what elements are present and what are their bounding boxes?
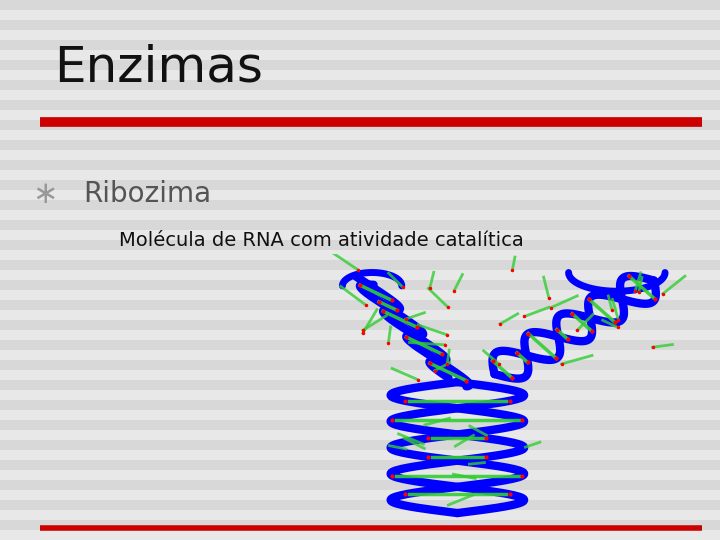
- Bar: [0, 240, 720, 250]
- Bar: [0, 520, 720, 530]
- Bar: [0, 50, 720, 60]
- Bar: [0, 170, 720, 180]
- Bar: [0, 370, 720, 380]
- Bar: [0, 210, 720, 220]
- Bar: [0, 220, 720, 230]
- Bar: [0, 400, 720, 410]
- Bar: [0, 510, 720, 520]
- Bar: [0, 150, 720, 160]
- Bar: [0, 320, 720, 330]
- Bar: [0, 120, 720, 130]
- Bar: [0, 160, 720, 170]
- Text: Ribozima: Ribozima: [83, 180, 211, 208]
- Bar: [0, 330, 720, 340]
- Bar: [0, 360, 720, 370]
- Bar: [0, 390, 720, 400]
- Bar: [0, 0, 720, 10]
- Bar: [0, 380, 720, 390]
- Bar: [0, 310, 720, 320]
- Bar: [0, 110, 720, 120]
- Bar: [0, 490, 720, 500]
- Bar: [0, 440, 720, 450]
- Text: ∗: ∗: [32, 180, 58, 209]
- Bar: [0, 280, 720, 290]
- Bar: [0, 80, 720, 90]
- Bar: [0, 40, 720, 50]
- Text: Molécula de RNA com atividade catalítica: Molécula de RNA com atividade catalítica: [119, 231, 523, 250]
- Bar: [0, 410, 720, 420]
- Bar: [0, 10, 720, 20]
- Bar: [0, 70, 720, 80]
- Bar: [0, 250, 720, 260]
- Bar: [0, 60, 720, 70]
- Bar: [0, 100, 720, 110]
- Bar: [0, 460, 720, 470]
- Bar: [0, 20, 720, 30]
- Bar: [0, 530, 720, 540]
- Bar: [0, 340, 720, 350]
- Bar: [0, 260, 720, 270]
- Bar: [0, 480, 720, 490]
- Bar: [0, 180, 720, 190]
- Bar: [0, 230, 720, 240]
- Bar: [0, 290, 720, 300]
- Bar: [0, 300, 720, 310]
- Bar: [0, 140, 720, 150]
- Bar: [0, 450, 720, 460]
- Bar: [0, 30, 720, 40]
- Bar: [0, 190, 720, 200]
- Text: Enzimas: Enzimas: [54, 44, 263, 91]
- Bar: [0, 270, 720, 280]
- Bar: [0, 420, 720, 430]
- Bar: [0, 470, 720, 480]
- Bar: [0, 430, 720, 440]
- Bar: [0, 200, 720, 210]
- Bar: [0, 350, 720, 360]
- Bar: [0, 130, 720, 140]
- Bar: [0, 500, 720, 510]
- Bar: [0, 90, 720, 100]
